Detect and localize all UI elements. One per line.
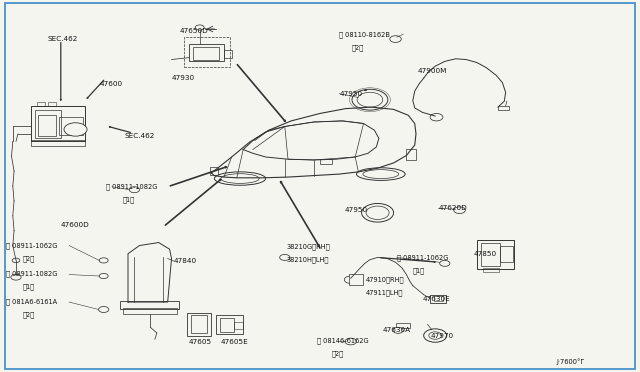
Text: Ⓝ 08911-1082G: Ⓝ 08911-1082G xyxy=(6,271,58,278)
Text: 47970: 47970 xyxy=(431,333,454,339)
Circle shape xyxy=(393,327,403,333)
Ellipse shape xyxy=(362,203,394,222)
Circle shape xyxy=(424,329,447,342)
Bar xyxy=(31,106,85,141)
Ellipse shape xyxy=(366,206,389,219)
Text: 47600D: 47600D xyxy=(61,222,90,228)
Ellipse shape xyxy=(352,89,388,110)
Ellipse shape xyxy=(221,174,259,183)
Circle shape xyxy=(344,276,357,283)
Circle shape xyxy=(440,260,450,266)
Circle shape xyxy=(430,113,443,121)
Text: Ⓝ 08911-1062G: Ⓝ 08911-1062G xyxy=(397,254,448,261)
Text: Ⓝ 08911-1082G: Ⓝ 08911-1082G xyxy=(106,183,157,190)
Text: （2）: （2） xyxy=(332,351,344,357)
Text: 47930: 47930 xyxy=(172,75,195,81)
Ellipse shape xyxy=(356,168,405,180)
Circle shape xyxy=(11,274,21,280)
Text: 47605E: 47605E xyxy=(221,339,248,345)
Circle shape xyxy=(280,254,290,260)
Text: 47605: 47605 xyxy=(189,339,212,345)
Bar xyxy=(191,315,207,333)
Bar xyxy=(481,243,500,266)
Bar xyxy=(31,140,85,146)
Bar xyxy=(434,296,443,301)
Text: （1）: （1） xyxy=(123,197,135,203)
Text: 47911（LH）: 47911（LH） xyxy=(366,289,403,296)
Bar xyxy=(220,318,234,332)
Bar xyxy=(500,246,513,262)
Bar xyxy=(120,301,179,309)
Bar xyxy=(234,322,243,329)
Circle shape xyxy=(99,258,108,263)
Circle shape xyxy=(99,307,109,312)
Text: （1）: （1） xyxy=(412,267,424,274)
Bar xyxy=(187,313,211,336)
Ellipse shape xyxy=(363,170,399,179)
Circle shape xyxy=(454,207,465,214)
Bar xyxy=(38,115,56,136)
Bar xyxy=(123,308,177,314)
Text: Ⓑ 081A6-6161A: Ⓑ 081A6-6161A xyxy=(6,299,58,305)
Text: 47950: 47950 xyxy=(339,91,362,97)
Text: 47620D: 47620D xyxy=(438,205,467,211)
Text: 47630E: 47630E xyxy=(422,296,450,302)
Text: 47840: 47840 xyxy=(174,258,197,264)
Bar xyxy=(430,295,446,303)
Circle shape xyxy=(12,258,20,263)
Circle shape xyxy=(195,25,204,30)
Bar xyxy=(210,167,218,175)
Text: （2）: （2） xyxy=(352,44,364,51)
Text: 47850: 47850 xyxy=(474,251,497,257)
Bar xyxy=(193,46,219,60)
Bar xyxy=(477,240,514,269)
Bar xyxy=(224,50,232,58)
Bar xyxy=(320,159,332,164)
Text: 38210H（LH）: 38210H（LH） xyxy=(287,256,329,263)
Text: 47910（RH）: 47910（RH） xyxy=(366,276,404,283)
Text: Ⓑ 08110-8162B: Ⓑ 08110-8162B xyxy=(339,31,390,38)
Text: J·7600°Γ: J·7600°Γ xyxy=(557,358,585,365)
Text: 47630A: 47630A xyxy=(383,327,411,333)
Bar xyxy=(483,268,499,272)
Ellipse shape xyxy=(64,123,87,136)
Bar xyxy=(396,323,410,328)
Ellipse shape xyxy=(214,172,266,185)
Bar xyxy=(349,274,363,285)
Circle shape xyxy=(345,338,356,345)
Bar xyxy=(37,102,45,106)
Bar xyxy=(216,315,243,334)
Circle shape xyxy=(429,332,442,339)
Bar xyxy=(35,110,61,138)
Text: SEC.462: SEC.462 xyxy=(125,133,155,139)
Bar xyxy=(406,149,416,160)
Text: 47950: 47950 xyxy=(344,207,367,213)
Text: （1）: （1） xyxy=(22,284,35,291)
Text: 47650D: 47650D xyxy=(179,28,208,33)
Ellipse shape xyxy=(357,92,383,107)
Text: SEC.462: SEC.462 xyxy=(48,36,78,42)
Text: 47600: 47600 xyxy=(99,81,122,87)
Text: Ⓝ 08911-1062G: Ⓝ 08911-1062G xyxy=(6,242,58,249)
Circle shape xyxy=(99,273,108,279)
Text: 38210G（RH）: 38210G（RH） xyxy=(287,243,330,250)
Circle shape xyxy=(390,36,401,42)
Bar xyxy=(59,117,83,135)
Text: Ⓑ 08146-6162G: Ⓑ 08146-6162G xyxy=(317,338,369,344)
Text: （2）: （2） xyxy=(22,312,35,318)
Circle shape xyxy=(129,187,140,193)
Bar xyxy=(498,106,509,110)
Text: 47900M: 47900M xyxy=(417,68,447,74)
Bar xyxy=(189,44,224,61)
Bar xyxy=(48,102,56,106)
Text: （2）: （2） xyxy=(22,255,35,262)
